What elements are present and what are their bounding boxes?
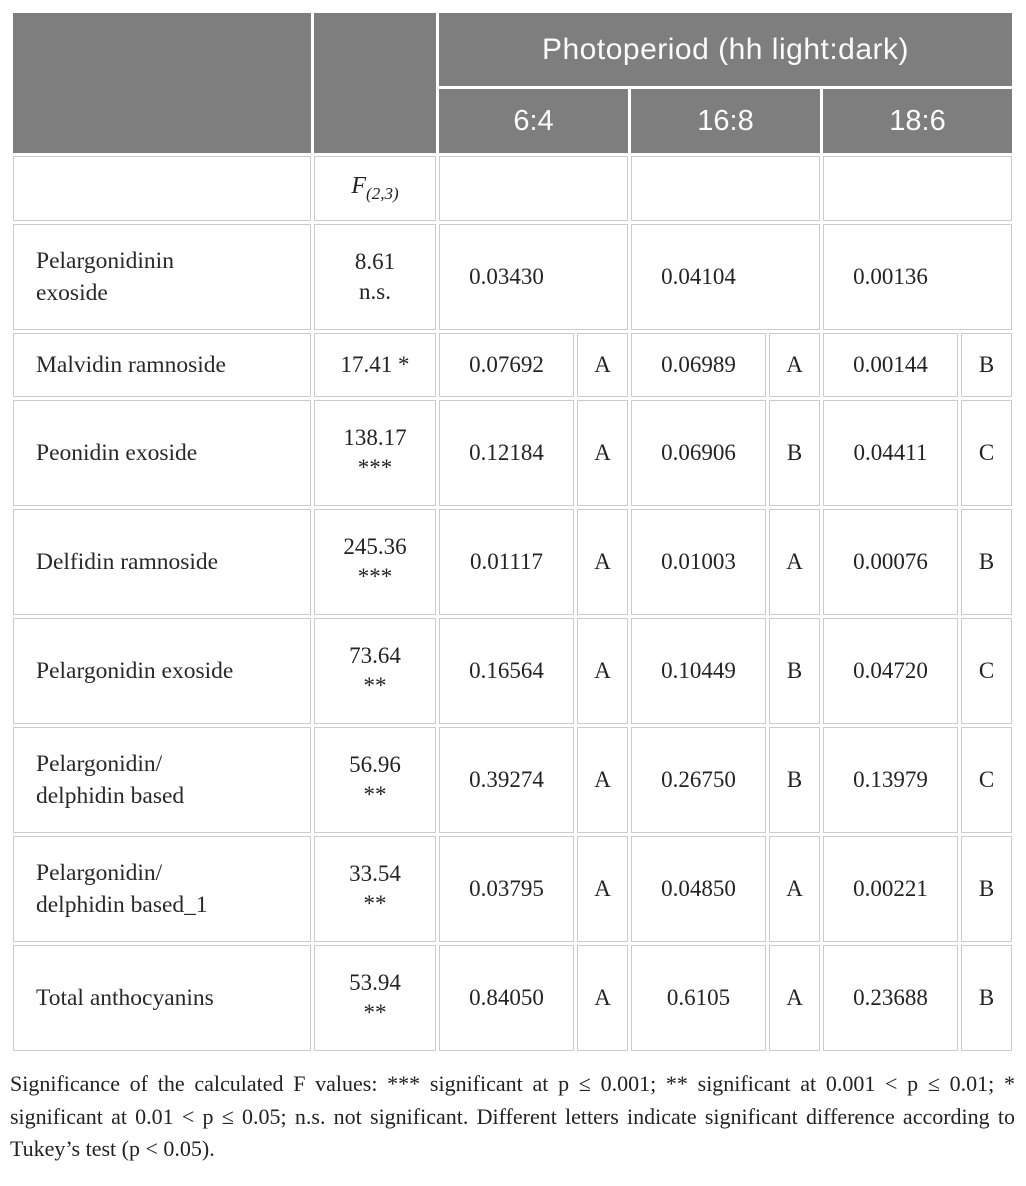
value-cell: 0.84050 <box>439 945 574 1051</box>
value-cell: 0.39274 <box>439 727 574 833</box>
col-header-18-6: 18:6 <box>823 89 1013 153</box>
table-row: Malvidin ramnoside 17.41 * 0.07692 A 0.06989… <box>13 333 1013 397</box>
row-label: Pelargonidin exoside <box>13 618 311 724</box>
value-cell: 0.06906 <box>631 400 766 506</box>
value-cell: 0.04720 <box>823 618 958 724</box>
tukey-letter-cell: A <box>577 836 628 942</box>
blank-cell <box>823 156 1013 221</box>
value-cell: 0.23688 <box>823 945 958 1051</box>
tukey-letter-cell: B <box>961 333 1013 397</box>
row-label: Total anthocyanins <box>13 945 311 1051</box>
f-value: 53.94 ** <box>314 945 436 1051</box>
row-label: Delfidin ramnoside <box>13 509 311 615</box>
tukey-letter-cell: A <box>577 400 628 506</box>
value-cell: 0.13979 <box>823 727 958 833</box>
table-row: Pelargonidin/ delphidin based_1 33.54 ** 0… <box>13 836 1013 942</box>
value-cell: 0.07692 <box>439 333 574 397</box>
value-cell: 0.6105 <box>631 945 766 1051</box>
value-cell: 0.01117 <box>439 509 574 615</box>
col-header-6-4: 6:4 <box>439 89 628 153</box>
value-cell: 0.01003 <box>631 509 766 615</box>
tukey-letter-cell: A <box>577 333 628 397</box>
tukey-letter-cell: B <box>961 836 1013 942</box>
table-row: Pelargonidinin exoside 8.61 n.s. 0.03430 0.… <box>13 224 1013 330</box>
photoperiod-header: Photoperiod (hh light:dark) <box>439 13 1013 86</box>
value-cell: 0.26750 <box>631 727 766 833</box>
table-row: Peonidin exoside 138.17 *** 0.12184 A 0.0690… <box>13 400 1013 506</box>
value-cell: 0.03795 <box>439 836 574 942</box>
col-header-16-8: 16:8 <box>631 89 820 153</box>
value-cell: 0.00136 <box>823 224 1013 330</box>
tukey-letter-cell: A <box>577 618 628 724</box>
f-value: 73.64 ** <box>314 618 436 724</box>
f-column-blank-header <box>314 13 436 153</box>
value-cell: 0.12184 <box>439 400 574 506</box>
tukey-letter-cell: B <box>769 400 820 506</box>
value-cell: 0.00144 <box>823 333 958 397</box>
tukey-letter-cell: B <box>961 945 1013 1051</box>
value-cell: 0.00221 <box>823 836 958 942</box>
table-row: Pelargonidin exoside 73.64 ** 0.16564 A 0.10… <box>13 618 1013 724</box>
f-symbol: F <box>351 173 367 200</box>
row-label: Peonidin exoside <box>13 400 311 506</box>
f-statistic-header: F(2,3) <box>314 156 436 221</box>
corner-blank-cell <box>13 13 311 153</box>
tukey-letter-cell: C <box>961 727 1013 833</box>
blank-cell <box>439 156 628 221</box>
table-row: Delfidin ramnoside 245.36 *** 0.01117 A 0.01… <box>13 509 1013 615</box>
row-label: Malvidin ramnoside <box>13 333 311 397</box>
table-row: Pelargonidin/ delphidin based 56.96 ** 0.3… <box>13 727 1013 833</box>
value-cell: 0.10449 <box>631 618 766 724</box>
value-cell: 0.16564 <box>439 618 574 724</box>
tukey-letter-cell: A <box>577 727 628 833</box>
blank-label-cell <box>13 156 311 221</box>
tukey-letter-cell: A <box>577 945 628 1051</box>
value-cell: 0.06989 <box>631 333 766 397</box>
row-label: Pelargonidinin exoside <box>13 224 311 330</box>
blank-cell <box>631 156 820 221</box>
row-label: Pelargonidin/ delphidin based <box>13 727 311 833</box>
f-value: 56.96 ** <box>314 727 436 833</box>
value-cell: 0.03430 <box>439 224 628 330</box>
value-cell: 0.04850 <box>631 836 766 942</box>
table-footnote: Significance of the calculated F values:… <box>10 1071 1015 1162</box>
f-value: 245.36 *** <box>314 509 436 615</box>
tukey-letter-cell: A <box>769 509 820 615</box>
tukey-letter-cell: A <box>769 945 820 1051</box>
f-value: 138.17 *** <box>314 400 436 506</box>
f-value: 33.54 ** <box>314 836 436 942</box>
f-subscript: (2,3) <box>366 183 399 203</box>
row-label: Pelargonidin/ delphidin based_1 <box>13 836 311 942</box>
tukey-letter-cell: A <box>577 509 628 615</box>
tukey-letter-cell: A <box>769 333 820 397</box>
value-cell: 0.04104 <box>631 224 820 330</box>
f-statistic-header-row: F(2,3) <box>13 156 1013 221</box>
value-cell: 0.00076 <box>823 509 958 615</box>
f-value: 17.41 * <box>314 333 436 397</box>
tukey-letter-cell: A <box>769 836 820 942</box>
tukey-letter-cell: B <box>769 727 820 833</box>
f-value: 8.61 n.s. <box>314 224 436 330</box>
value-cell: 0.04411 <box>823 400 958 506</box>
tukey-letter-cell: C <box>961 400 1013 506</box>
anova-table: Photoperiod (hh light:dark) 6:4 16:8 18:… <box>10 10 1015 1054</box>
table-row: Total anthocyanins 53.94 ** 0.84050 A 0.6105… <box>13 945 1013 1051</box>
tukey-letter-cell: B <box>769 618 820 724</box>
tukey-letter-cell: B <box>961 509 1013 615</box>
tukey-letter-cell: C <box>961 618 1013 724</box>
